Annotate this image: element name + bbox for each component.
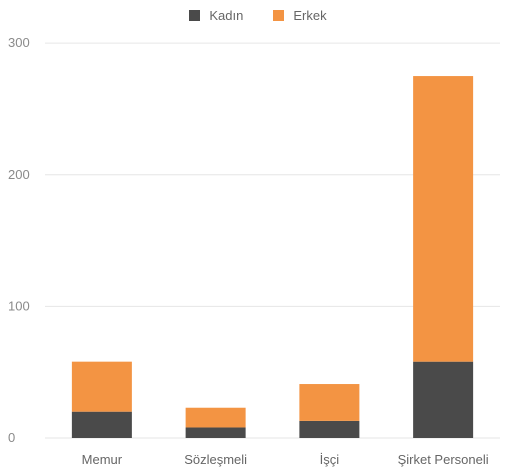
bar-erkek-0: [71, 361, 132, 412]
bar-kadın-2: [299, 420, 360, 438]
bar-erkek-1: [185, 407, 246, 428]
y-tick-label-0: 0: [8, 430, 15, 445]
y-tick-label-100: 100: [8, 298, 30, 313]
x-tick-label-3: Şirket Personeli: [398, 452, 489, 467]
legend-item-erkek[interactable]: Erkek: [273, 8, 327, 23]
y-tick-label-300: 300: [8, 35, 30, 50]
x-tick-label-2: İşçi: [320, 452, 340, 467]
bar-kadın-3: [413, 361, 474, 438]
bar-kadın-1: [185, 427, 246, 438]
x-tick-label-1: Sözleşmeli: [184, 452, 247, 467]
y-tick-label-200: 200: [8, 167, 30, 182]
bar-kadın-0: [71, 411, 132, 438]
legend-label-kadin: Kadın: [209, 8, 244, 23]
legend-swatch-erkek: [273, 10, 285, 21]
legend-swatch-kadin: [189, 10, 201, 21]
chart-legend: Kadın Erkek: [0, 8, 516, 23]
legend-item-kadin[interactable]: Kadın: [189, 8, 243, 23]
legend-label-erkek: Erkek: [293, 8, 327, 23]
bar-erkek-2: [299, 384, 360, 421]
bar-erkek-3: [413, 76, 474, 362]
x-tick-label-0: Memur: [82, 452, 123, 467]
